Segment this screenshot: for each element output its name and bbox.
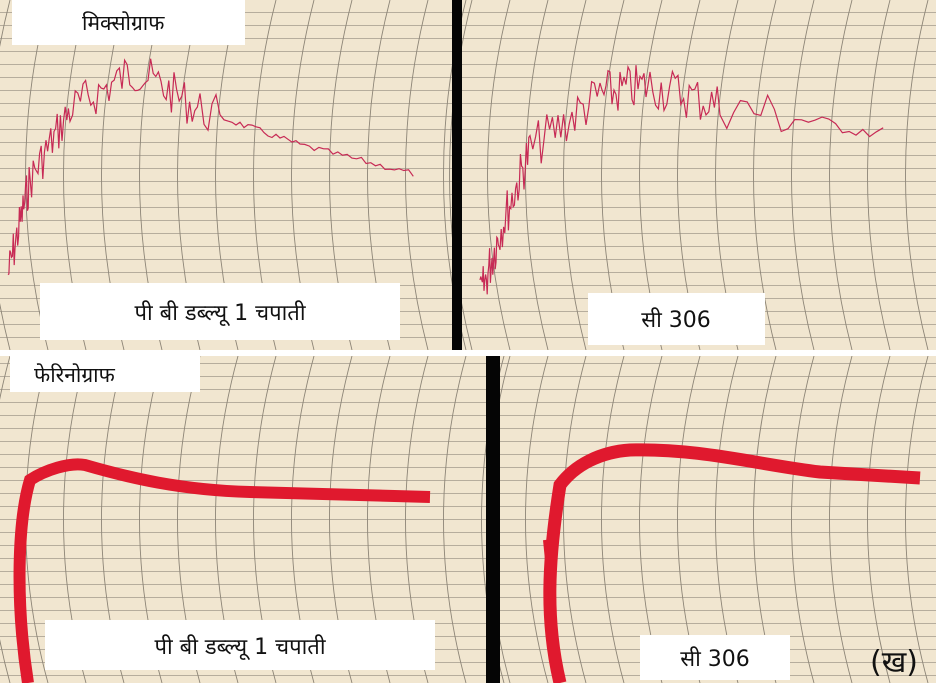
arc-line xyxy=(405,0,429,351)
panel-title: मिक्सोग्राफ xyxy=(82,11,165,35)
label-box xyxy=(40,283,400,340)
label-box xyxy=(640,635,790,680)
arc-line xyxy=(905,355,929,683)
paper xyxy=(462,0,936,350)
label-box xyxy=(45,620,435,670)
divider xyxy=(452,0,462,352)
arc-line xyxy=(443,355,467,683)
label-box xyxy=(588,293,765,345)
arc-line xyxy=(563,355,587,683)
curves xyxy=(7,58,921,683)
figure-label: (ख) xyxy=(870,645,918,680)
arc-line xyxy=(25,0,49,351)
arc-line xyxy=(563,0,587,351)
title-box xyxy=(10,356,200,392)
arc-line xyxy=(791,0,815,351)
arc-line xyxy=(867,0,891,351)
paper xyxy=(500,356,936,683)
arc-line xyxy=(867,355,891,683)
arc-line xyxy=(829,0,853,351)
divider xyxy=(0,350,936,356)
arc-line xyxy=(601,355,625,683)
panel-label: सी 306 xyxy=(680,646,750,672)
arc-line xyxy=(525,0,549,351)
trace xyxy=(7,58,414,276)
arc-line xyxy=(525,355,549,683)
panel-label: पी बी डब्ल्यू 1 चपाती xyxy=(154,634,325,661)
divider xyxy=(486,356,500,683)
arc-line xyxy=(487,0,511,351)
trace xyxy=(479,64,884,295)
panel-label: सी 306 xyxy=(641,307,711,333)
trace xyxy=(543,539,554,611)
arc-line xyxy=(905,0,929,351)
panel-label: पी बी डब्ल्यू 1 चपाती xyxy=(134,300,305,327)
arc-line xyxy=(791,355,815,683)
arc-line xyxy=(753,0,777,351)
trace xyxy=(13,458,431,683)
panel-title: फेरिनोग्राफ xyxy=(34,363,116,387)
title-box xyxy=(12,0,245,45)
arc-line xyxy=(829,355,853,683)
